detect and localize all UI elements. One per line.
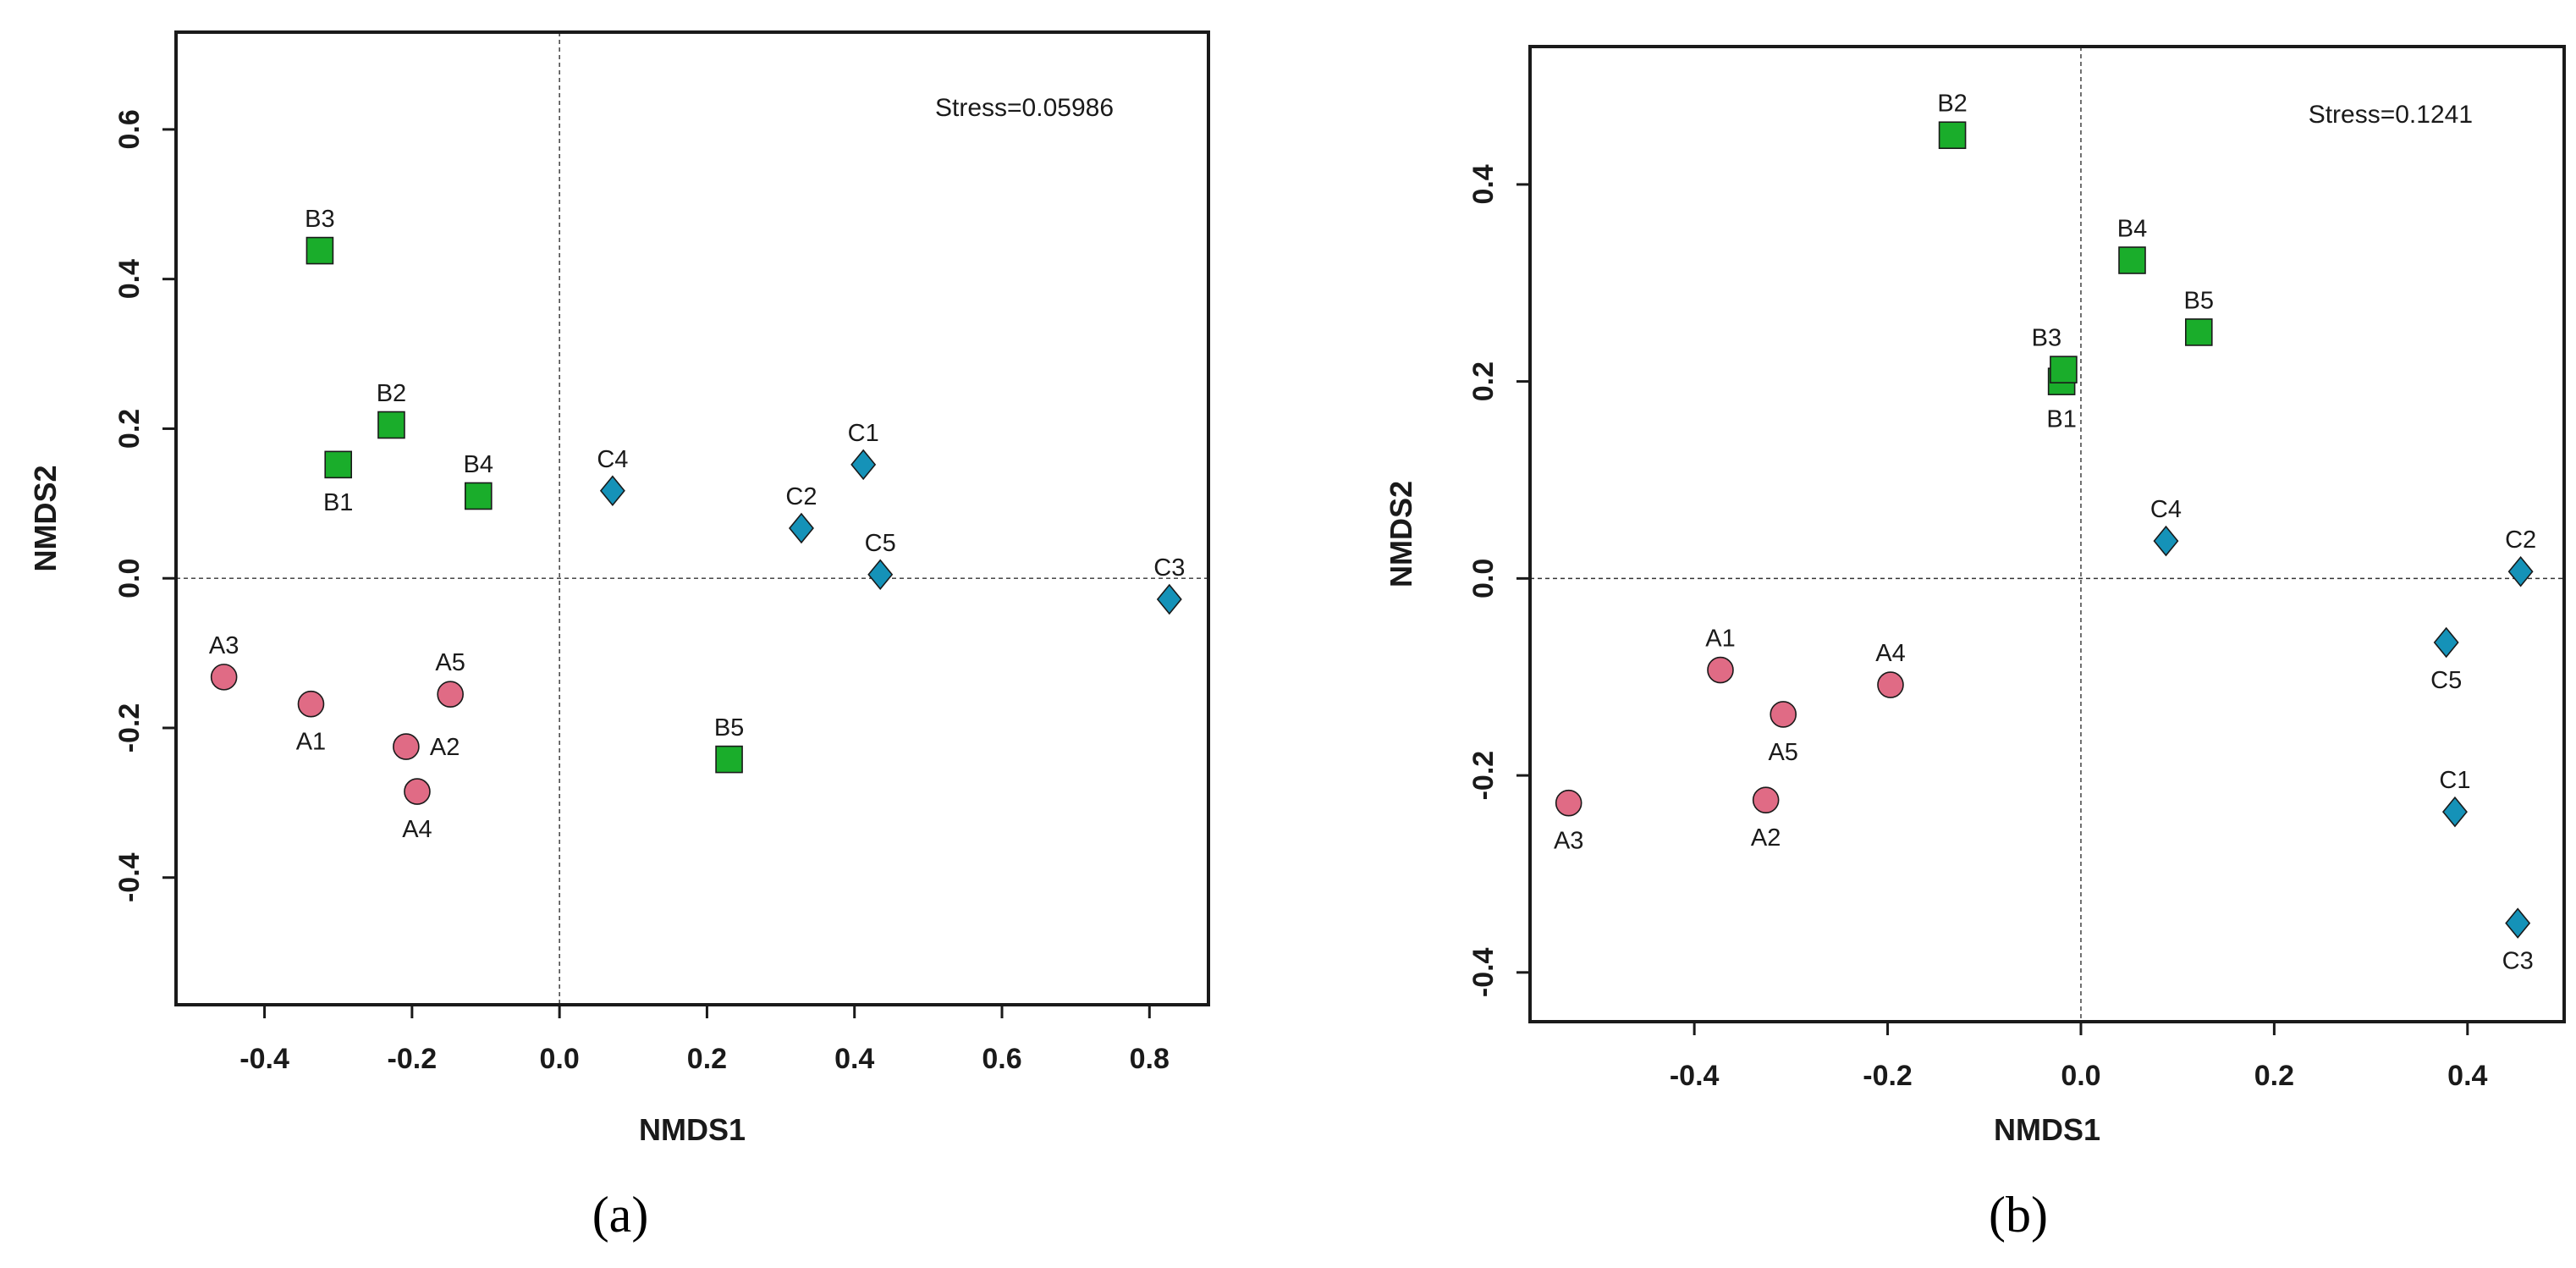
point-a1-label: A1 [296, 729, 326, 756]
point-c2-label: C2 [2505, 526, 2536, 554]
point-b2-square [377, 411, 405, 439]
point-b3-label: B3 [305, 206, 334, 233]
y-tick-label: 0.2 [1467, 361, 1500, 401]
point-c2-diamond [788, 512, 814, 544]
point-a2-circle [393, 733, 420, 760]
point-b2-label: B2 [1937, 91, 1967, 118]
point-b5-square [715, 745, 743, 774]
x-tick-label: -0.4 [239, 1043, 289, 1075]
plot-frame [174, 30, 1210, 1006]
point-c2-label: C2 [785, 483, 817, 510]
y-tick-label: 0.0 [1467, 559, 1500, 598]
point-a3-circle [210, 664, 238, 691]
point-c3-label: C3 [1153, 554, 1185, 582]
x-tick-label: 0.2 [687, 1043, 727, 1075]
y-tick-label: 0.2 [113, 409, 146, 449]
y-tick-label: 0.0 [113, 559, 146, 598]
point-a5-label: A5 [435, 649, 465, 676]
point-a5-circle [1770, 701, 1797, 728]
x-tick-label: -0.4 [1670, 1060, 1720, 1092]
point-b3-label: B3 [2032, 325, 2061, 352]
y-axis-title: NMDS2 [28, 465, 63, 571]
point-c4-label: C4 [597, 446, 628, 473]
y-tick-label: 0.4 [113, 259, 146, 299]
x-tick-label: 0.6 [982, 1043, 1021, 1075]
x-tick-label: 0.8 [1130, 1043, 1170, 1075]
point-b3-square [305, 236, 334, 265]
x-tick-label: -0.2 [1863, 1060, 1913, 1092]
point-b4-label: B4 [2117, 216, 2147, 243]
x-axis-title: NMDS1 [639, 1112, 746, 1147]
x-tick-label: 0.4 [834, 1043, 874, 1075]
y-tick-label: 0.6 [113, 109, 146, 149]
point-a4-label: A4 [1875, 640, 1905, 667]
point-b2-label: B2 [377, 380, 406, 407]
point-c5-label: C5 [2430, 667, 2462, 694]
y-tick-label: -0.4 [1467, 947, 1500, 997]
point-c1-diamond [850, 449, 877, 481]
point-a2-label: A2 [430, 734, 460, 761]
point-b5-square [2185, 318, 2213, 346]
point-c4-label: C4 [2150, 496, 2182, 523]
point-b3-square [2050, 356, 2078, 383]
point-c1-label: C1 [848, 420, 879, 447]
point-c5-diamond [867, 559, 894, 591]
panel-label: (b) [1989, 1187, 2048, 1243]
point-a3-label: A3 [1554, 828, 1583, 855]
point-c5-diamond [2433, 626, 2459, 659]
x-tick-label: 0.0 [540, 1043, 580, 1075]
panel-label: (a) [592, 1187, 649, 1243]
point-b2-square [1938, 121, 1967, 150]
point-a4-label: A4 [402, 816, 432, 843]
x-tick-label: 0.2 [2254, 1060, 2294, 1092]
stress-annotation: Stress=0.05986 [935, 94, 1114, 122]
point-a2-label: A2 [1751, 824, 1781, 852]
point-a3-label: A3 [209, 632, 239, 659]
panel-a: -0.4 -0.2 0.0 0.2 0.4 0.6 0.8 -0.4 -0.2 0.0 0.2 0.4… [28, 30, 1210, 1243]
point-b4-square [464, 482, 493, 510]
point-c3-diamond [1156, 583, 1182, 615]
point-c4-diamond [2153, 525, 2179, 557]
point-b1-square [324, 450, 353, 479]
point-a1-circle [297, 690, 325, 718]
point-c3-label: C3 [2502, 948, 2534, 975]
point-b4-square [2118, 246, 2146, 274]
point-c4-diamond [599, 475, 625, 507]
x-tick-label: 0.4 [2447, 1060, 2487, 1092]
plot-frame [1528, 45, 2566, 1023]
point-b4-label: B4 [464, 451, 493, 478]
point-a2-circle [1752, 786, 1780, 813]
panel-b: -0.4 -0.2 0.0 0.2 0.4 -0.4 -0.2 0.0 0.2 0.4 NMDS1 N… [1384, 45, 2566, 1243]
stress-annotation: Stress=0.1241 [2309, 101, 2473, 129]
x-axis-title: NMDS1 [1994, 1112, 2100, 1147]
y-tick-label: -0.4 [113, 852, 146, 902]
x-tick-label: 0.0 [2061, 1060, 2100, 1092]
point-a4-circle [404, 778, 431, 805]
x-tick-label: -0.2 [388, 1043, 438, 1075]
point-c1-label: C1 [2439, 767, 2470, 794]
point-a5-label: A5 [1768, 739, 1797, 766]
point-b5-label: B5 [2184, 287, 2214, 314]
point-c1-diamond [2441, 796, 2468, 828]
y-tick-label: -0.2 [113, 703, 146, 753]
point-a4-circle [1877, 671, 1904, 698]
y-axis-title: NMDS2 [1384, 481, 1418, 587]
point-c3-diamond [2505, 907, 2531, 939]
point-a3-circle [1555, 789, 1582, 817]
point-c2-diamond [2507, 555, 2534, 587]
point-b1-label: B1 [323, 489, 353, 516]
y-tick-label: 0.4 [1467, 164, 1500, 204]
point-b1-label: B1 [2046, 406, 2076, 433]
point-c5-label: C5 [865, 530, 896, 557]
point-a5-circle [437, 681, 464, 708]
point-b5-label: B5 [714, 714, 744, 742]
y-tick-label: -0.2 [1467, 751, 1500, 801]
point-a1-label: A1 [1705, 626, 1735, 653]
point-a1-circle [1707, 656, 1734, 684]
